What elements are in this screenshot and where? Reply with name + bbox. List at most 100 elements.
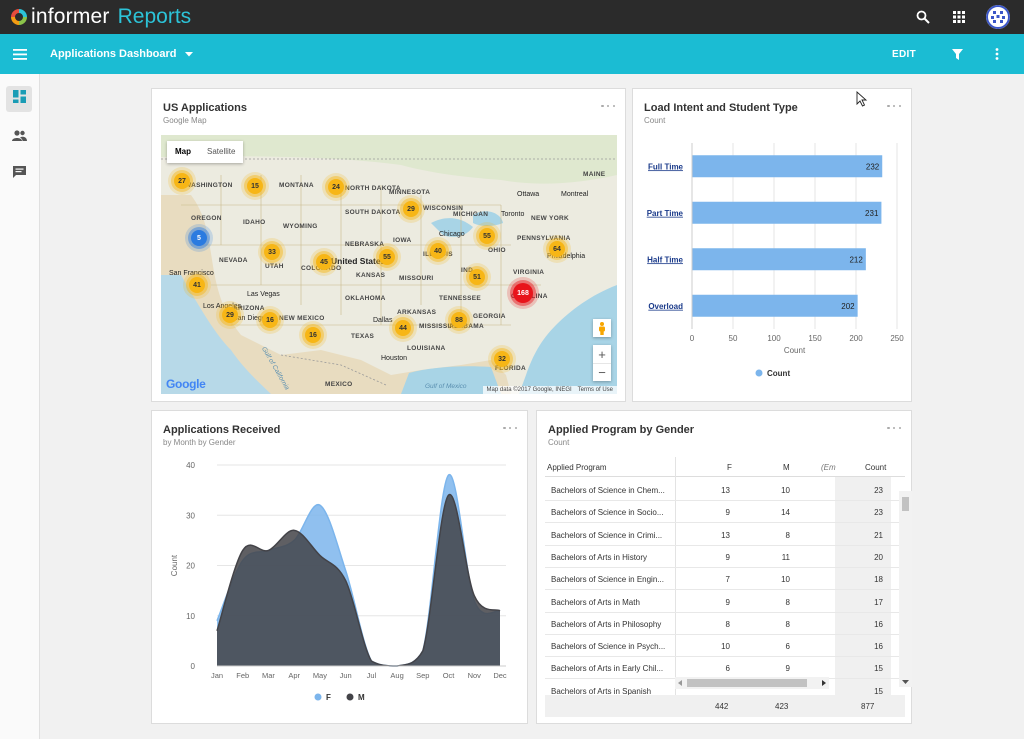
- map-label: VIRGINIA: [513, 269, 545, 276]
- table-cell-count: 23: [874, 508, 883, 518]
- bar[interactable]: [692, 201, 882, 224]
- x-tick-label: 200: [849, 334, 863, 343]
- google-map[interactable]: WASHINGTON MONTANA OREGON IDAHO WYOMING …: [161, 135, 617, 394]
- filter-icon[interactable]: [948, 45, 966, 63]
- map-label: IOWA: [393, 237, 412, 244]
- column-header-count[interactable]: Count: [865, 463, 887, 472]
- horizontal-scrollbar[interactable]: [675, 677, 829, 689]
- legend-label[interactable]: Count: [767, 369, 790, 378]
- map-cluster[interactable]: 15: [247, 178, 263, 194]
- map-city: Montreal: [561, 191, 589, 198]
- column-header-m[interactable]: M: [783, 463, 790, 472]
- table-row[interactable]: Bachelors of Science in Crimi... 13 8 21: [545, 524, 905, 546]
- map-cluster[interactable]: 5: [191, 230, 207, 246]
- category-label[interactable]: Full Time: [648, 162, 684, 171]
- map-cluster[interactable]: 51: [469, 269, 485, 285]
- table-cell-f: 7: [725, 575, 730, 585]
- map-label: IND: [461, 267, 474, 274]
- total-f: 442: [715, 702, 729, 711]
- sidebar-item-users[interactable]: [6, 124, 32, 150]
- street-view-pegman-icon[interactable]: [593, 319, 611, 337]
- area-series-M[interactable]: [217, 494, 500, 666]
- map-cluster[interactable]: 55: [479, 228, 495, 244]
- map-cluster[interactable]: 29: [403, 201, 419, 217]
- table-row[interactable]: Bachelors of Science in Engin... 7 10 18: [545, 568, 905, 591]
- map-cluster[interactable]: 29: [222, 307, 238, 323]
- map-cluster[interactable]: 16: [262, 312, 278, 328]
- map-attribution-text: Map data ©2017 Google, INEGI: [486, 387, 572, 393]
- apps-grid-icon[interactable]: [950, 8, 968, 26]
- x-axis-title: Count: [784, 346, 806, 355]
- app-logo[interactable]: informer Reports: [9, 5, 191, 29]
- x-tick-label: May: [313, 671, 327, 680]
- legend-label[interactable]: F: [326, 693, 331, 702]
- category-label[interactable]: Half Time: [647, 255, 683, 264]
- bar[interactable]: [692, 155, 883, 178]
- table-row[interactable]: Bachelors of Science in Psych... 10 6 16: [545, 635, 905, 658]
- bar[interactable]: [692, 294, 858, 317]
- table-cell-f: 13: [721, 530, 730, 540]
- terms-of-use-link[interactable]: Terms of Use: [577, 387, 613, 393]
- edit-button[interactable]: EDIT: [892, 48, 916, 60]
- legend-marker[interactable]: [346, 693, 354, 701]
- map-cluster[interactable]: 24: [328, 179, 344, 195]
- map-label: OREGON: [191, 215, 222, 222]
- dashboard-selector[interactable]: Applications Dashboard: [50, 48, 193, 60]
- map-label: ARKANSAS: [397, 309, 437, 316]
- map-type-map-button[interactable]: Map: [175, 147, 191, 156]
- map-cluster[interactable]: 44: [395, 320, 411, 336]
- card-subtitle: Count: [644, 116, 666, 125]
- legend-marker[interactable]: [755, 369, 763, 377]
- table-row[interactable]: Bachelors of Science in Chem... 13 10 23: [545, 479, 905, 501]
- map-label: MAINE: [583, 171, 606, 178]
- vertical-scrollbar[interactable]: [899, 491, 912, 687]
- column-header-program[interactable]: Applied Program: [547, 463, 607, 472]
- table-cell-m: 6: [785, 642, 790, 652]
- map-cluster[interactable]: 16: [305, 327, 321, 343]
- card-title: Applied Program by Gender: [548, 424, 695, 436]
- zoom-out-button[interactable]: −: [593, 363, 611, 381]
- map-cluster[interactable]: 55: [379, 249, 395, 265]
- map-label: TEXAS: [351, 333, 375, 340]
- zoom-in-button[interactable]: +: [598, 346, 606, 362]
- card-options-icon[interactable]: [887, 423, 901, 433]
- map-cluster[interactable]: 168: [513, 283, 533, 303]
- table-cell-m: 9: [785, 664, 790, 674]
- map-cluster[interactable]: 64: [549, 241, 565, 257]
- map-cluster[interactable]: 45: [316, 254, 332, 270]
- card-options-icon[interactable]: [601, 101, 615, 111]
- map-cluster[interactable]: 40: [430, 243, 446, 259]
- map-city: Las Vegas: [247, 291, 280, 298]
- applications-received-area-chart: 0 10 20 30 40 Jan Feb Mar Apr May Jun Jul Aug Sep Oct N…: [170, 461, 507, 702]
- map-cluster[interactable]: 88: [451, 312, 467, 328]
- more-vertical-icon[interactable]: [988, 45, 1006, 63]
- hamburger-menu-icon[interactable]: [9, 43, 31, 65]
- line-series-M: [216, 494, 501, 667]
- legend-marker[interactable]: [314, 693, 322, 701]
- table-row[interactable]: Bachelors of Arts in Math 9 8 17: [545, 591, 905, 613]
- card-options-icon[interactable]: [503, 423, 517, 433]
- map-cluster[interactable]: 27: [174, 173, 190, 189]
- column-header-empty[interactable]: (Em: [821, 463, 836, 472]
- map-cluster[interactable]: 41: [189, 277, 205, 293]
- card-options-icon[interactable]: [887, 101, 901, 111]
- zoom-control: + −: [593, 345, 611, 381]
- table-row[interactable]: Bachelors of Science in Socio... 9 14 23: [545, 501, 905, 524]
- map-cluster[interactable]: 32: [494, 351, 510, 367]
- comment-icon: [12, 166, 26, 184]
- map-type-satellite-button[interactable]: Satellite: [207, 147, 236, 156]
- sidebar-item-dashboards[interactable]: [6, 86, 32, 112]
- map-cluster[interactable]: 33: [264, 244, 280, 260]
- map-label: WASHINGTON: [185, 182, 233, 189]
- sidebar-item-comments[interactable]: [6, 162, 32, 188]
- bar[interactable]: [692, 248, 866, 271]
- user-avatar[interactable]: [986, 5, 1010, 29]
- table-row[interactable]: Bachelors of Arts in Philosophy 8 8 16: [545, 613, 905, 635]
- y-tick-label: 0: [191, 662, 196, 671]
- search-icon[interactable]: [914, 8, 932, 26]
- table-row[interactable]: Bachelors of Arts in History 9 11 20: [545, 546, 905, 568]
- category-label[interactable]: Overload: [648, 302, 683, 311]
- category-label[interactable]: Part Time: [647, 209, 684, 218]
- column-header-f[interactable]: F: [727, 463, 732, 472]
- legend-label[interactable]: M: [358, 693, 365, 702]
